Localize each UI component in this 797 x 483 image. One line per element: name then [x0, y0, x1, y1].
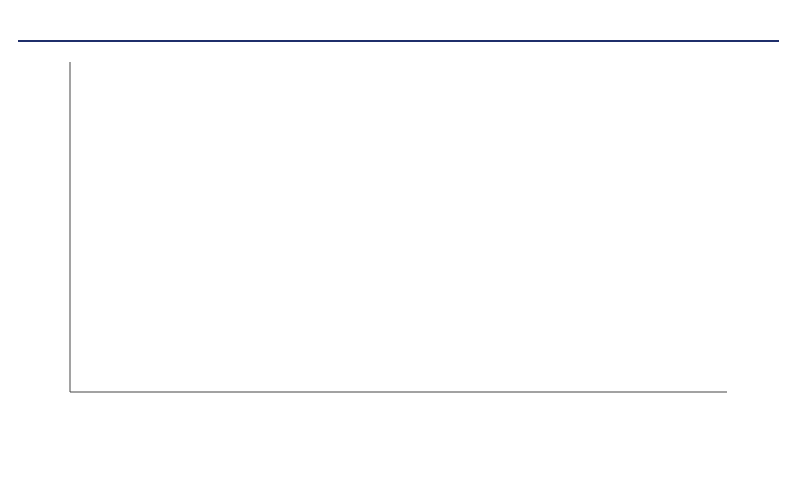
- title-divider: [18, 40, 779, 42]
- chart-canvas: [69, 62, 727, 393]
- chart-area: [18, 52, 779, 432]
- figure-title: [18, 14, 779, 34]
